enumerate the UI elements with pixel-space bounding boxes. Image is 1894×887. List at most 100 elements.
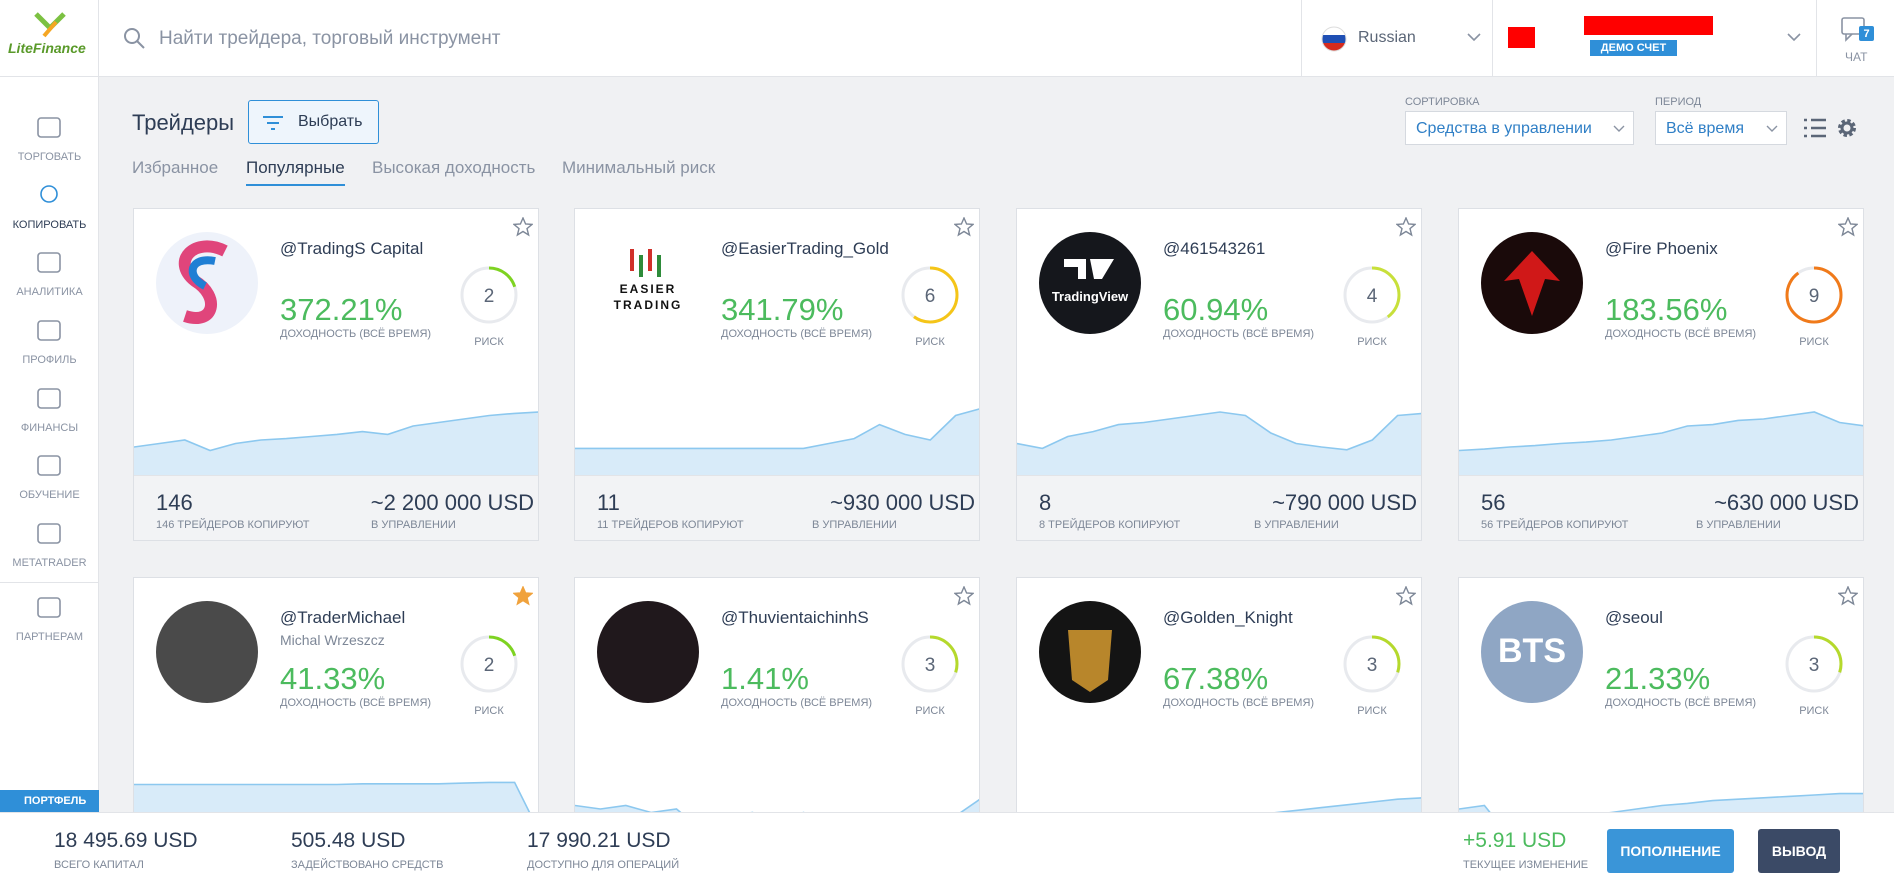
nav-item[interactable]: ОБУЧЕНИЕ	[19, 489, 80, 501]
avatar-logo	[639, 255, 643, 277]
nav-item[interactable]: ПРОФИЛЬ	[22, 354, 77, 366]
trader-name: @Golden_Knight	[1163, 608, 1293, 627]
nav-icon-shape	[40, 185, 58, 203]
copiers-label: 146 ТРЕЙДЕРОВ КОПИРУЮТ	[156, 519, 310, 531]
chat-icon[interactable]	[1840, 14, 1876, 44]
risk-value: 2	[484, 286, 495, 307]
portfolio-tab[interactable]: ПОРТФЕЛЬ	[0, 790, 99, 812]
trader-card[interactable]: @Fire Phoenix 183.56% ДОХОДНОСТЬ (ВСЁ ВРЕМ…	[1458, 208, 1864, 541]
trader-card[interactable]: @TradingS Capital 372.21% ДОХОДНОСТЬ (ВСЁ …	[133, 208, 539, 541]
sort-select[interactable]: Средства в управлении	[1405, 111, 1634, 145]
stats-bar: 11 11 ТРЕЙДЕРОВ КОПИРУЮТ ~930 000 USD В УПР…	[575, 475, 979, 540]
return-value: 372.21%	[280, 292, 403, 327]
avatar-logo	[1504, 251, 1560, 316]
sparkline-area	[1281, 797, 1421, 812]
risk-arc	[460, 635, 518, 693]
nav-item[interactable]: ФИНАНСЫ	[20, 422, 79, 434]
favorite-star[interactable]	[954, 217, 974, 237]
copiers-count: 56	[1481, 490, 1506, 515]
favorite-star[interactable]	[954, 586, 974, 606]
aum-label: В УПРАВЛЕНИИ	[371, 519, 456, 531]
sparkline-line	[1459, 792, 1863, 812]
nav-icon-shape	[37, 117, 61, 138]
trader-card[interactable]: BTS @seoul 21.33% ДОХОДНОСТЬ (ВСЁ ВРЕМЯ) 3 РИ…	[1458, 577, 1864, 812]
avatar: TradingView	[1039, 232, 1141, 334]
return-label: ДОХОДНОСТЬ (ВСЁ ВРЕМЯ)	[721, 328, 873, 340]
nav-item[interactable]: КОПИРОВАТЬ	[12, 219, 87, 231]
deposit-button[interactable]: ПОПОЛНЕНИЕ	[1607, 829, 1734, 873]
trader-card[interactable]: @TraderMichael Michal Wrzeszcz 41.33% ДОХОД…	[133, 577, 539, 812]
trader-card[interactable]: @ThuvientaichinhS 1.41% ДОХОДНОСТЬ (ВСЁ ВР…	[574, 577, 980, 812]
nav-item[interactable]: ТОРГОВАТЬ	[17, 151, 82, 163]
tab[interactable]: Минимальный риск	[562, 158, 716, 177]
risk-arc	[1343, 635, 1401, 693]
favorite-star[interactable]	[1396, 217, 1416, 237]
favorite-star[interactable]	[1396, 586, 1416, 606]
nav-item[interactable]: АНАЛИТИКА	[16, 286, 83, 298]
nav-item[interactable]: ПАРТНЕРАМ	[15, 631, 84, 643]
list-view-icon[interactable]	[1803, 117, 1827, 139]
return-label: ДОХОДНОСТЬ (ВСЁ ВРЕМЯ)	[1163, 328, 1315, 340]
risk-ring: 4	[1343, 266, 1401, 324]
divider	[98, 0, 99, 77]
sparkline-area	[1017, 412, 1421, 475]
footer-stat-value: 505.48 USD	[291, 829, 406, 852]
filter-label: Выбрать	[298, 113, 363, 130]
aum-value: ~930 000 USD	[830, 490, 975, 515]
return-value: 183.56%	[1605, 292, 1728, 327]
period-select[interactable]: Всё время	[1655, 111, 1787, 145]
tab[interactable]: Популярные	[246, 158, 345, 186]
favorite-star[interactable]	[513, 217, 533, 237]
aum-label: В УПРАВЛЕНИИ	[1696, 519, 1781, 531]
settings-icon[interactable]	[1836, 117, 1858, 139]
sparkline-line	[134, 781, 531, 812]
return-label: ДОХОДНОСТЬ (ВСЁ ВРЕМЯ)	[1605, 328, 1757, 340]
copiers-count: 146	[156, 490, 193, 515]
avatar	[156, 601, 258, 703]
logo-icon	[34, 12, 66, 38]
favorite-star[interactable]	[1838, 217, 1858, 237]
language[interactable]: Russian	[1358, 29, 1416, 46]
return-label: ДОХОДНОСТЬ (ВСЁ ВРЕМЯ)	[721, 697, 873, 709]
risk-value: 4	[1367, 286, 1378, 307]
return-label: ДОХОДНОСТЬ (ВСЁ ВРЕМЯ)	[280, 328, 432, 340]
return-value: 60.94%	[1163, 292, 1269, 327]
nav-icon	[37, 117, 61, 138]
nav-icon-shape	[37, 252, 61, 273]
avatar	[1039, 601, 1141, 703]
tab[interactable]: Высокая доходность	[372, 158, 536, 177]
risk-label: РИСК	[915, 705, 945, 717]
aum-value: ~630 000 USD	[1714, 490, 1859, 515]
stats-bar: 146 146 ТРЕЙДЕРОВ КОПИРУЮТ ~2 200 000 USD В…	[134, 475, 538, 540]
tab[interactable]: Избранное	[132, 158, 219, 177]
filter-button[interactable]: Выбрать	[248, 100, 379, 144]
avatar	[597, 601, 699, 703]
risk-label: РИСК	[474, 336, 504, 348]
trader-card[interactable]: EASIER TRADING @EasierTrading_Gold 341.79% Д…	[574, 208, 980, 541]
risk-label: РИСК	[1799, 705, 1829, 717]
return-value: 67.38%	[1163, 661, 1269, 696]
trader-card[interactable]: TradingView @461543261 60.94% ДОХОДНОСТЬ (В…	[1016, 208, 1422, 541]
withdraw-button[interactable]: ВЫВОД	[1758, 829, 1840, 873]
filter-icon	[263, 116, 283, 130]
footer-stat-label: ВСЕГО КАПИТАЛ	[54, 859, 144, 871]
chevron	[1467, 33, 1481, 42]
nav-icon	[40, 185, 58, 203]
risk-label: РИСК	[1799, 336, 1829, 348]
avatar	[1481, 232, 1583, 334]
search-input[interactable]: Найти трейдера, торговый инструмент	[159, 28, 501, 49]
favorite-star[interactable]	[513, 586, 533, 606]
nav-item[interactable]: METATRADER	[12, 557, 87, 569]
star-shape	[513, 586, 533, 606]
avatar-text: BTS	[1498, 632, 1566, 670]
risk-arc	[460, 266, 518, 324]
star-shape	[1838, 217, 1858, 237]
avatar-logo	[648, 249, 652, 271]
period-label: ПЕРИОД	[1655, 96, 1702, 108]
nav-separator	[0, 582, 99, 583]
favorite-star[interactable]	[1838, 586, 1858, 606]
trader-name: @461543261	[1163, 239, 1266, 258]
avatar-circle	[597, 232, 699, 334]
trader-card[interactable]: @Golden_Knight 67.38% ДОХОДНОСТЬ (ВСЁ ВРЕМ…	[1016, 577, 1422, 812]
aum-value: ~790 000 USD	[1272, 490, 1417, 515]
